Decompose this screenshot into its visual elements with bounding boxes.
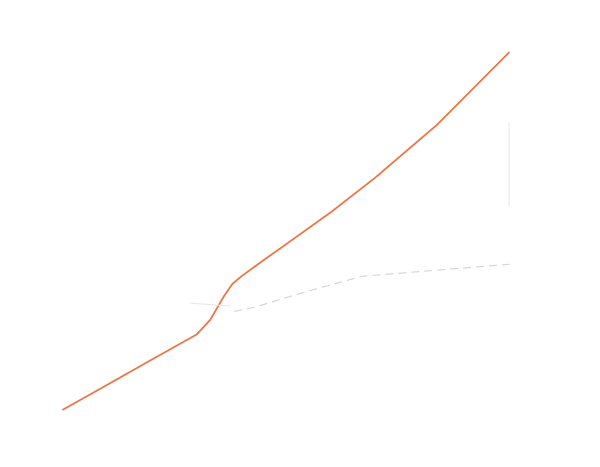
series-line-3 [189, 302, 231, 307]
series-line-2 [234, 263, 510, 312]
series-line-1 [62, 51, 510, 411]
series-layer [62, 51, 510, 411]
